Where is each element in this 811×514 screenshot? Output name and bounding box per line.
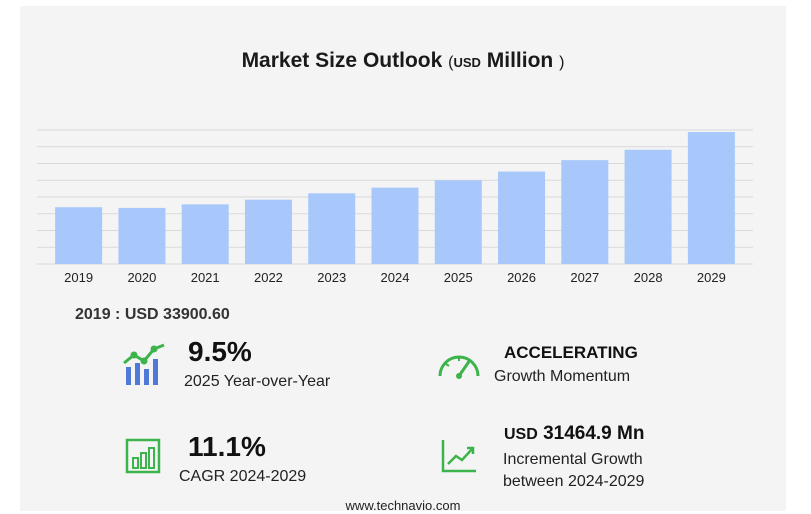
bar-2027: [561, 160, 609, 264]
momentum-value: ACCELERATING: [504, 343, 638, 362]
incremental-label-1: Incremental Growth: [503, 451, 643, 468]
bar-2020: [118, 207, 166, 264]
yoy-label: 2025 Year-over-Year: [184, 373, 331, 390]
incremental-amount: 31464.9 Mn: [543, 423, 645, 444]
x-tick-label: 2025: [444, 270, 473, 285]
x-tick-label: 2029: [697, 270, 726, 285]
title-unit: USD: [453, 55, 481, 70]
speedometer-icon: [438, 355, 480, 379]
x-tick-label: 2023: [317, 270, 346, 285]
bar-2029: [687, 132, 735, 264]
momentum-label: Growth Momentum: [494, 368, 631, 385]
x-tick-label: 2024: [381, 270, 410, 285]
bar-growth-icon: [125, 438, 161, 474]
title-main: Market Size Outlook: [241, 49, 443, 72]
bar-2022: [244, 199, 292, 264]
bar-2025: [434, 180, 482, 264]
incremental-unit: USD: [504, 426, 538, 443]
x-tick-label: 2019: [64, 270, 93, 285]
chart-title: Market Size Outlook (USD Million ): [20, 49, 786, 73]
chart-card: Market Size Outlook (USD Million ) 2019 2…: [20, 6, 786, 513]
bar-2028: [624, 149, 672, 264]
bar-2023: [308, 193, 356, 264]
bar-chart: 2019 2020 2021 2022 2023 2024 2025 2026 2027 2028…: [37, 129, 753, 285]
x-tick-label: 2027: [570, 270, 599, 285]
incremental-value: USD 31464.9 Mn: [504, 423, 644, 445]
title-paren-close: ): [559, 54, 565, 71]
incremental-label-2: between 2024-2029: [503, 473, 645, 490]
bar-2026: [498, 171, 546, 264]
x-tick-label: 2020: [127, 270, 156, 285]
bar-2021: [181, 204, 229, 264]
x-tick-label: 2021: [191, 270, 220, 285]
bar-2024: [371, 187, 419, 264]
title-unit-word: Million: [486, 49, 554, 72]
x-tick-label: 2022: [254, 270, 283, 285]
trend-line-icon: [441, 440, 476, 473]
base-value: 2019 : USD 33900.60: [75, 306, 230, 323]
cagr-label: CAGR 2024-2029: [179, 468, 307, 485]
x-tick-label: 2026: [507, 270, 536, 285]
yoy-value: 9.5%: [188, 336, 252, 367]
growth-chart-icon: [123, 343, 165, 385]
x-tick-label: 2028: [634, 270, 663, 285]
source-link[interactable]: www.technavio.com: [345, 498, 461, 513]
title-paren-open: (: [448, 54, 454, 71]
bar-2019: [55, 207, 103, 264]
cagr-value: 11.1%: [188, 431, 266, 462]
